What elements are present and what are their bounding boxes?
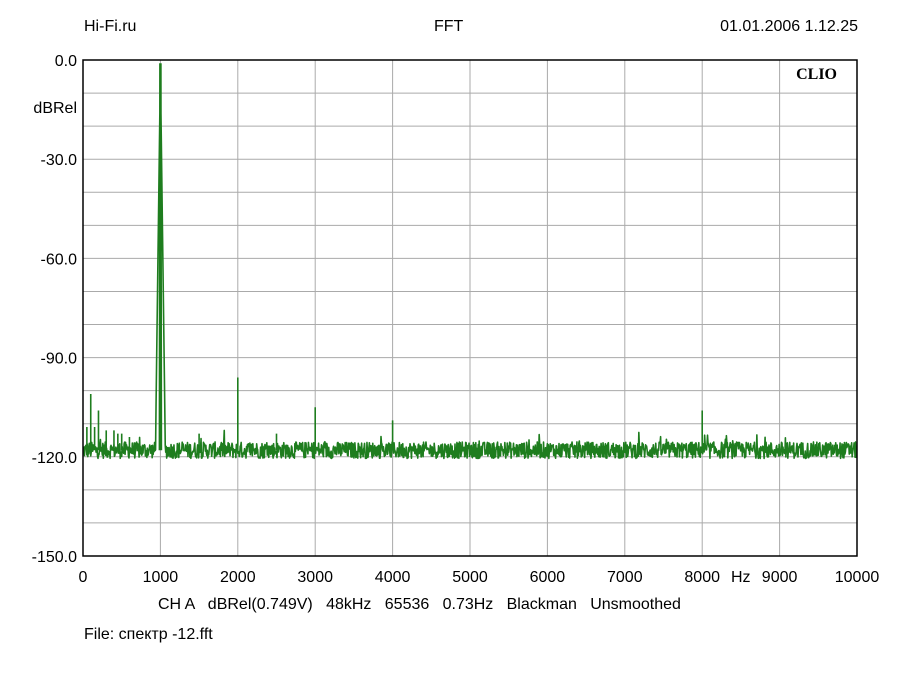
y-tick-labels: 0.0 -30.0 -60.0 -90.0 -120.0 -150.0 — [32, 53, 77, 566]
x-tick-labels: 0 1000 2000 3000 4000 5000 6000 7000 8000 9000 100… — [79, 569, 880, 586]
y-tick-label: -150.0 — [32, 549, 77, 566]
measurement-settings: CH A dBRel(0.749V) 48kHz 65536 0.73Hz Bl… — [158, 596, 681, 613]
header-datetime: 01.01.2006 1.12.25 — [720, 18, 858, 35]
fft-trace — [83, 63, 857, 460]
header-source: Hi-Fi.ru — [84, 18, 137, 35]
x-tick-label: 3000 — [297, 569, 333, 586]
x-tick-label: 6000 — [530, 569, 566, 586]
x-tick-label: 5000 — [452, 569, 488, 586]
x-tick-label: 9000 — [762, 569, 798, 586]
plot-frame — [82, 59, 858, 557]
header-title: FFT — [434, 18, 464, 35]
y-tick-label: -90.0 — [41, 351, 78, 368]
y-tick-label: 0.0 — [55, 53, 77, 70]
clio-brand: CLIO — [796, 66, 837, 83]
chart-grid — [82, 59, 858, 557]
file-name: File: спектр -12.fft — [84, 626, 213, 643]
y-axis-label: dBRel — [33, 100, 77, 117]
y-tick-label: -60.0 — [41, 251, 78, 268]
x-tick-label: 1000 — [143, 569, 179, 586]
y-tick-label: -30.0 — [41, 152, 78, 169]
x-tick-label: 10000 — [835, 569, 880, 586]
x-tick-label: 4000 — [375, 569, 411, 586]
y-tick-label: -120.0 — [32, 450, 77, 467]
x-tick-label: 8000 — [684, 569, 720, 586]
x-tick-label: 2000 — [220, 569, 256, 586]
x-tick-label: 7000 — [607, 569, 643, 586]
x-tick-label: 0 — [79, 569, 88, 586]
x-axis-unit: Hz — [731, 569, 751, 586]
